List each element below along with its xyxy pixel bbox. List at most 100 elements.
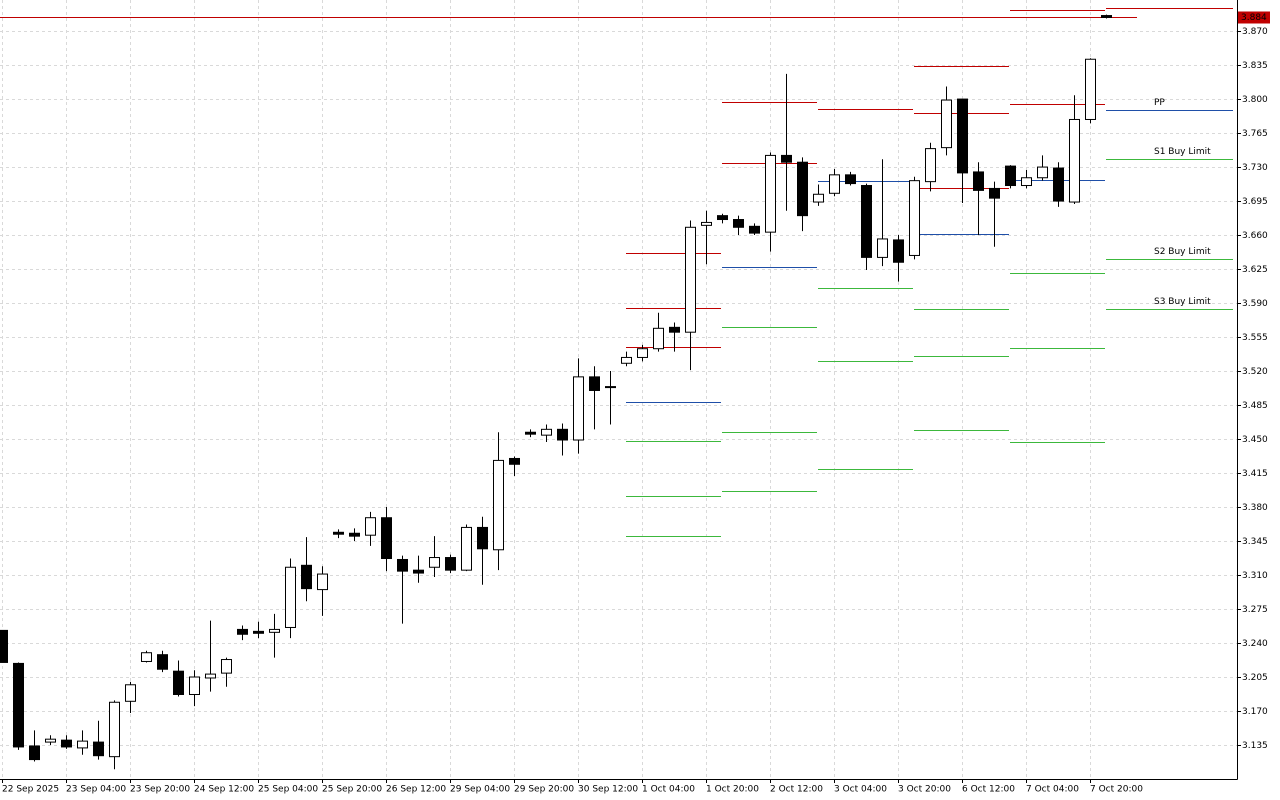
candle-body <box>493 459 504 551</box>
y-tick-label: 3.485 <box>1242 401 1268 411</box>
candle-body <box>365 517 376 536</box>
y-tick-label: 3.730 <box>1242 163 1268 173</box>
candle-body <box>13 662 24 748</box>
candle-body <box>1085 58 1096 120</box>
y-tick-label: 3.520 <box>1242 367 1268 377</box>
x-tick-label: 25 Sep 20:00 <box>322 785 382 795</box>
x-tick-label: 22 Sep 2025 <box>2 785 59 795</box>
candle-body <box>749 225 760 234</box>
candle-body <box>605 386 616 389</box>
candle-body <box>109 701 120 758</box>
x-tick-label: 6 Oct 12:00 <box>962 785 1015 795</box>
x-tick-label: 2 Oct 12:00 <box>770 785 823 795</box>
candle-body <box>1005 165 1016 187</box>
y-tick-label: 3.555 <box>1242 333 1268 343</box>
y-tick-label: 3.240 <box>1242 639 1268 649</box>
x-tick-label: 1 Oct 20:00 <box>706 785 759 795</box>
candle-body <box>541 428 552 436</box>
y-tick-label: 3.135 <box>1242 741 1268 751</box>
candle-body <box>301 564 312 590</box>
y-tick-label: 3.695 <box>1242 197 1268 207</box>
candle-body <box>941 99 952 149</box>
y-tick-label: 3.870 <box>1242 27 1268 37</box>
y-tick-label: 3.415 <box>1242 469 1268 479</box>
candle-body <box>29 745 40 761</box>
x-tick-label: 29 Sep 20:00 <box>514 785 574 795</box>
candle-body <box>781 154 792 163</box>
candle-body <box>685 226 696 333</box>
candle-body <box>765 154 776 233</box>
candle-body <box>349 532 360 537</box>
grid <box>0 0 1237 779</box>
candle-body <box>445 557 456 571</box>
x-tick-label: 30 Sep 12:00 <box>578 785 638 795</box>
pivot-label: PP <box>1154 98 1165 108</box>
x-tick-label: 3 Oct 20:00 <box>898 785 951 795</box>
candle-body <box>717 215 728 221</box>
candle-body <box>973 171 984 191</box>
candle-body <box>125 684 136 702</box>
candle-body <box>733 219 744 228</box>
candle-body <box>285 566 296 628</box>
x-tick-label: 24 Sep 12:00 <box>194 785 254 795</box>
x-tick-label: 7 Oct 04:00 <box>1026 785 1079 795</box>
candle-body <box>141 652 152 662</box>
candle-body <box>1037 166 1048 179</box>
candle-body <box>0 629 8 663</box>
candle-body <box>269 628 280 633</box>
candle-body <box>845 174 856 185</box>
candle-body <box>829 174 840 194</box>
pivot-label: S1 Buy Limit <box>1154 147 1211 157</box>
y-tick-label: 3.450 <box>1242 435 1268 445</box>
x-tick-label: 3 Oct 04:00 <box>834 785 887 795</box>
last-price-tag <box>1238 11 1270 24</box>
candle-body <box>317 573 328 591</box>
candle-body <box>621 356 632 364</box>
candle-body <box>813 193 824 203</box>
candle-body <box>93 741 104 757</box>
y-tick-label: 3.380 <box>1242 503 1268 513</box>
candle-body <box>45 738 56 743</box>
candle-body <box>797 161 808 217</box>
y-tick-label: 3.275 <box>1242 605 1268 615</box>
candle-body <box>925 148 936 183</box>
candle-body <box>61 739 72 748</box>
candle-body <box>189 676 200 695</box>
candle-body <box>893 239 904 263</box>
candle-body <box>701 221 712 226</box>
x-tick-label: 29 Sep 04:00 <box>450 785 510 795</box>
x-tick-label: 23 Sep 20:00 <box>130 785 190 795</box>
y-tick-label: 3.800 <box>1242 95 1268 105</box>
y-tick-label: 3.625 <box>1242 265 1268 275</box>
candle-body <box>573 376 584 441</box>
y-tick-label: 3.835 <box>1242 61 1268 71</box>
pivot-label: S3 Buy Limit <box>1154 297 1211 307</box>
candle-body <box>1053 167 1064 202</box>
candle-body <box>237 628 248 635</box>
candle-body <box>877 238 888 258</box>
y-tick-label: 3.660 <box>1242 231 1268 241</box>
candle-body <box>637 348 648 358</box>
candle-body <box>957 98 968 174</box>
x-tick-label: 26 Sep 12:00 <box>386 785 446 795</box>
y-tick-label: 3.590 <box>1242 299 1268 309</box>
candle-body <box>413 569 424 574</box>
candle-body <box>989 187 1000 199</box>
last-price-label: 3.884 <box>1241 13 1267 23</box>
candle-body <box>509 457 520 465</box>
candle-body <box>77 740 88 749</box>
candle-body <box>1069 118 1080 203</box>
candle-body <box>557 428 568 441</box>
pivot-label: S2 Buy Limit <box>1154 247 1211 257</box>
candle-body <box>861 185 872 258</box>
y-tick-label: 3.345 <box>1242 537 1268 547</box>
candle-body <box>381 517 392 560</box>
candle-body <box>1021 177 1032 187</box>
candle-body <box>669 326 680 333</box>
candle-body <box>397 558 408 572</box>
candle-body <box>525 431 536 435</box>
x-tick-label: 1 Oct 04:00 <box>642 785 695 795</box>
y-tick-label: 3.310 <box>1242 571 1268 581</box>
